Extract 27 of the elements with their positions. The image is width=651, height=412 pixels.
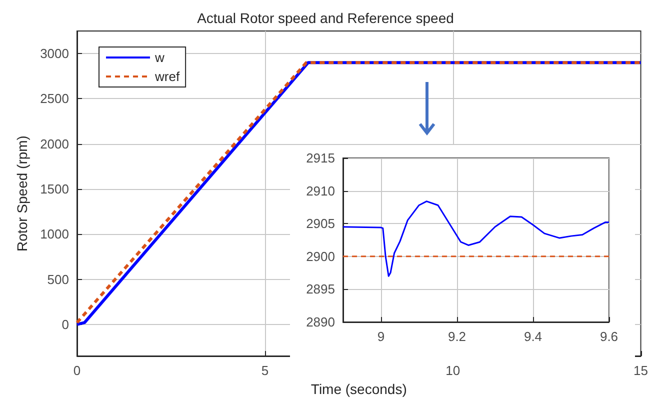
y-tick-label: 2910 xyxy=(306,183,335,198)
x-axis-title: Time (seconds) xyxy=(310,381,407,397)
y-tick-label: 2890 xyxy=(306,314,335,330)
y-tick-label: 2500 xyxy=(40,91,69,106)
x-tick-label: 9.6 xyxy=(600,329,618,344)
x-tick-label: 9.2 xyxy=(448,329,466,344)
y-tick-label: 2915 xyxy=(306,150,335,166)
x-tick-label: 15 xyxy=(634,363,648,378)
y-tick-label: 3000 xyxy=(40,46,69,62)
y-tick-label: 1500 xyxy=(40,181,69,196)
x-tick-label: 10 xyxy=(446,363,460,378)
line-series xyxy=(342,200,610,277)
y-tick-label: 0 xyxy=(62,316,69,332)
y-tick-label: 2000 xyxy=(40,136,69,152)
y-tick-label: 500 xyxy=(47,272,69,287)
legend-label: wref xyxy=(154,69,180,84)
x-tick-label: 0 xyxy=(73,363,81,378)
y-tick-label: 2905 xyxy=(306,216,335,232)
chart-title: Actual Rotor speed and Reference speed xyxy=(197,10,454,26)
y-tick-label: 2900 xyxy=(306,248,335,264)
y-tick-label: 1000 xyxy=(40,226,69,242)
x-tick-label: 9.4 xyxy=(524,329,542,344)
x-tick-label: 5 xyxy=(261,363,269,378)
y-axis-title: Rotor Speed (rpm) xyxy=(14,136,30,252)
y-tick-label: 2895 xyxy=(306,282,335,297)
legend-label: w xyxy=(154,50,165,65)
x-tick-label: 9 xyxy=(377,329,385,344)
